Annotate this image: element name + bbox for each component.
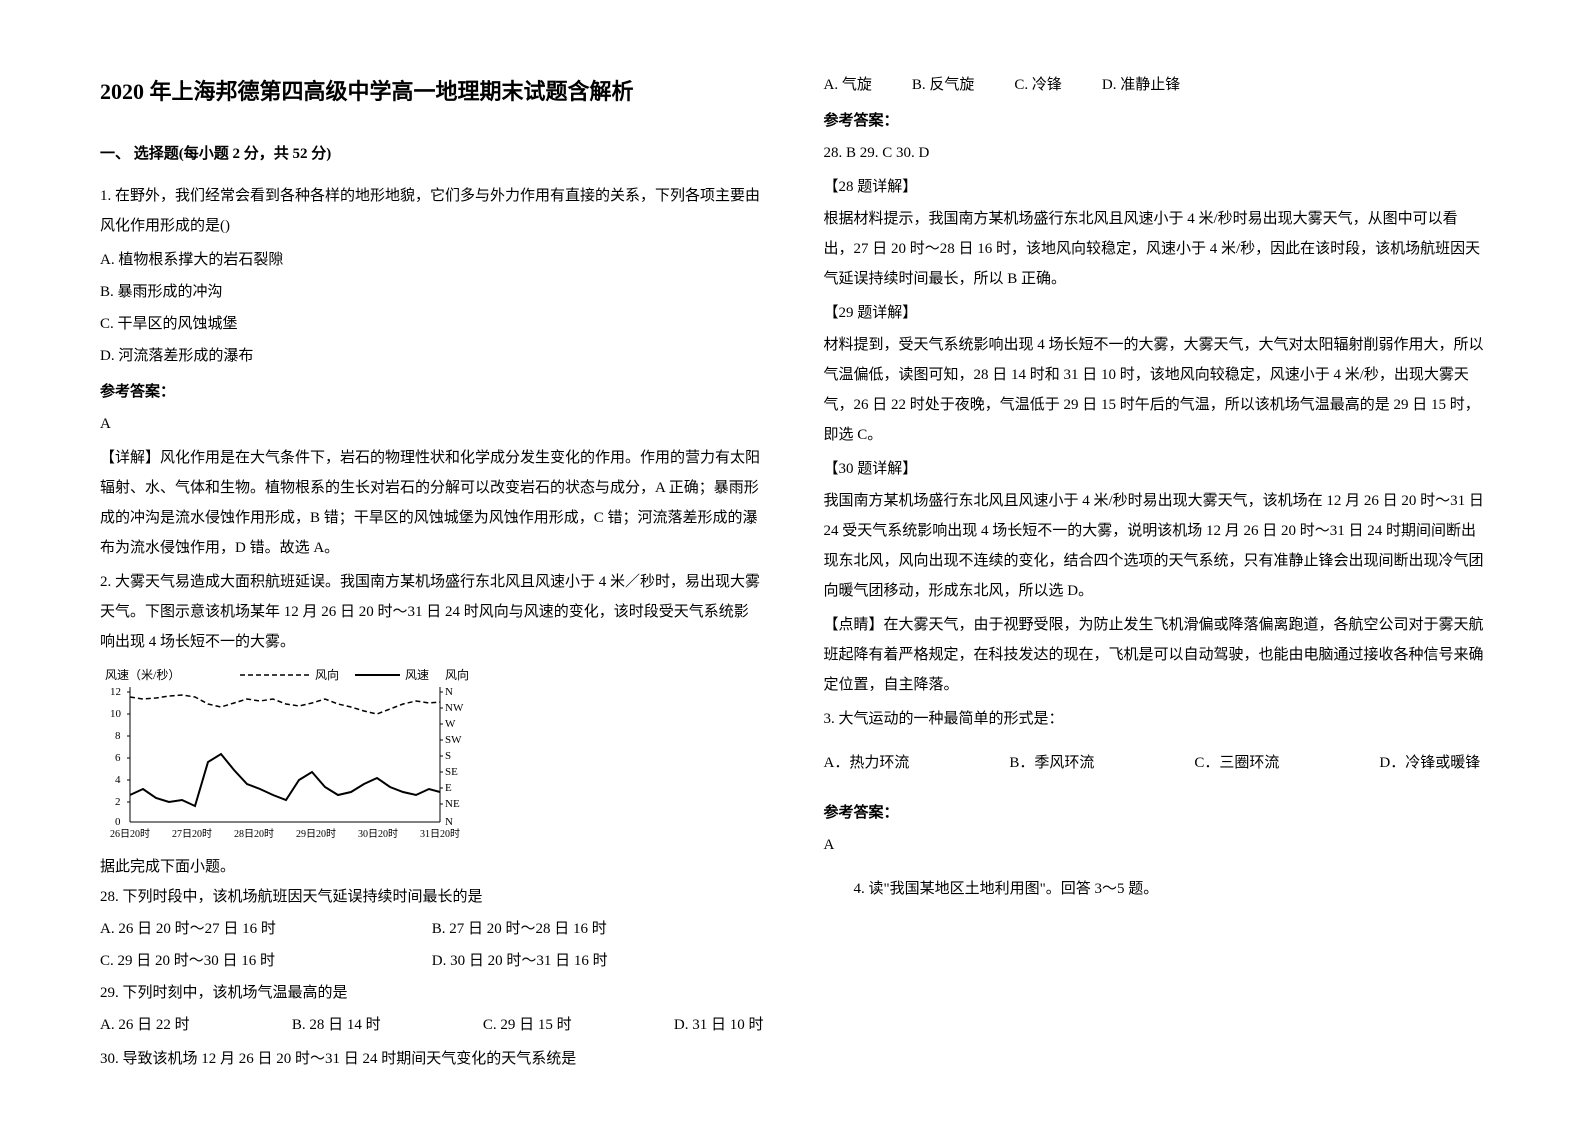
- y2-tick: N: [445, 816, 453, 828]
- wind-chart-svg: 风速（米/秒） 风向 风速 风向 12 10 8 6 4 2 0: [100, 667, 480, 842]
- q3-opt-b: B．季风环流: [1009, 748, 1094, 778]
- legend-windspeed: 风速: [405, 668, 429, 682]
- chart-ylabel: 风速（米/秒）: [105, 668, 180, 682]
- y1-tick: 10: [110, 708, 122, 720]
- y2-tick: NW: [445, 702, 464, 714]
- exam-title: 2020 年上海邦德第四高级中学高一地理期末试题含解析: [100, 70, 764, 114]
- tip-header: 【点睛】: [824, 617, 884, 633]
- q3-answer: A: [824, 830, 1488, 860]
- x-tick: 30日20时: [358, 828, 398, 840]
- y2-tick: SW: [445, 734, 462, 746]
- q29-opt-b: B. 28 日 14 时: [292, 1010, 381, 1040]
- exp28-header: 【28 题详解】: [824, 172, 1488, 202]
- q3-opt-a: A．热力环流: [824, 748, 910, 778]
- y2-tick: E: [445, 782, 452, 794]
- y2-tick: SE: [445, 766, 458, 778]
- y1-tick: 12: [110, 686, 121, 698]
- x-tick: 28日20时: [234, 828, 274, 840]
- section-header: 一、 选择题(每小题 2 分，共 52 分): [100, 139, 764, 169]
- q2-text: 2. 大雾天气易造成大面积航班延误。我国南方某机场盛行东北风且风速小于 4 米／…: [100, 567, 764, 657]
- q29-text: 29. 下列时刻中，该机场气温最高的是: [100, 978, 764, 1008]
- left-column: 2020 年上海邦德第四高级中学高一地理期末试题含解析 一、 选择题(每小题 2…: [100, 70, 764, 1052]
- q1-explanation: 【详解】风化作用是在大气条件下，岩石的物理性状和化学成分发生变化的作用。作用的营…: [100, 443, 764, 563]
- wind-chart: 风速（米/秒） 风向 风速 风向 12 10 8 6 4 2 0: [100, 667, 764, 842]
- exp29-header: 【29 题详解】: [824, 298, 1488, 328]
- exp30-header: 【30 题详解】: [824, 454, 1488, 484]
- y1-tick: 8: [115, 730, 121, 742]
- q30-opt-c: C. 冷锋: [1014, 70, 1062, 100]
- q1-answer-header: 参考答案：: [100, 377, 764, 407]
- q29-opt-d: D. 31 日 10 时: [674, 1010, 764, 1040]
- wind-speed-line: [130, 754, 440, 806]
- q30-opt-d: D. 准静止锋: [1102, 70, 1180, 100]
- q28-text: 28. 下列时段中，该机场航班因天气延误持续时间最长的是: [100, 882, 764, 912]
- q28-opt-a: A. 26 日 20 时～27 日 16 时: [100, 914, 432, 944]
- x-tick: 27日20时: [172, 828, 212, 840]
- y2-tick: W: [445, 718, 456, 730]
- chart-caption: 据此完成下面小题。: [100, 852, 764, 882]
- q1-opt-d: D. 河流落差形成的瀑布: [100, 341, 764, 371]
- exp30: 我国南方某机场盛行东北风且风速小于 4 米/秒时易出现大雾天气，该机场在 12 …: [824, 486, 1488, 606]
- legend-winddir: 风向: [315, 667, 339, 682]
- y1-tick: 4: [115, 774, 121, 786]
- x-tick: 31日20时: [420, 828, 460, 840]
- q29-opt-a: A. 26 日 22 时: [100, 1010, 190, 1040]
- q30-opt-a: A. 气旋: [824, 70, 872, 100]
- chart-y2label: 风向: [445, 667, 469, 682]
- q1-opt-a: A. 植物根系撑大的岩石裂隙: [100, 245, 764, 275]
- y1-tick: 6: [115, 752, 121, 764]
- q2-answers: 28. B 29. C 30. D: [824, 138, 1488, 168]
- q28-opt-b: B. 27 日 20 时～28 日 16 时: [432, 914, 764, 944]
- q1-answer: A: [100, 409, 764, 439]
- x-tick: 29日20时: [296, 828, 336, 840]
- q3-opt-c: C．三圈环流: [1194, 748, 1279, 778]
- q30-text: 30. 导致该机场 12 月 26 日 20 时～31 日 24 时期间天气变化…: [100, 1044, 764, 1074]
- y1-tick: 2: [115, 796, 121, 808]
- y2-tick: N: [445, 686, 453, 698]
- q28-opt-d: D. 30 日 20 时～31 日 16 时: [432, 946, 764, 976]
- wind-direction-line: [130, 695, 440, 714]
- q28-opt-c: C. 29 日 20 时～30 日 16 时: [100, 946, 432, 976]
- q1-opt-b: B. 暴雨形成的冲沟: [100, 277, 764, 307]
- y2-tick: NE: [445, 798, 460, 810]
- y2-tick: S: [445, 750, 451, 762]
- y1-tick: 0: [115, 816, 121, 828]
- q4-text: 4. 读"我国某地区土地利用图"。回答 3～5 题。: [824, 874, 1488, 904]
- q29-opt-c: C. 29 日 15 时: [483, 1010, 572, 1040]
- q1-text: 1. 在野外，我们经常会看到各种各样的地形地貌，它们多与外力作用有直接的关系，下…: [100, 181, 764, 241]
- q3-opt-d: D．冷锋或暖锋: [1379, 748, 1480, 778]
- x-tick: 26日20时: [110, 828, 150, 840]
- q30-opt-b: B. 反气旋: [912, 70, 975, 100]
- q3-answer-header: 参考答案：: [824, 798, 1488, 828]
- q3-text: 3. 大气运动的一种最简单的形式是：: [824, 704, 1488, 734]
- q1-opt-c: C. 干旱区的风蚀城堡: [100, 309, 764, 339]
- tip: 【点睛】在大雾天气，由于视野受限，为防止发生飞机滑偏或降落偏离跑道，各航空公司对…: [824, 610, 1488, 700]
- exp28: 根据材料提示，我国南方某机场盛行东北风且风速小于 4 米/秒时易出现大雾天气，从…: [824, 204, 1488, 294]
- exp29: 材料提到，受天气系统影响出现 4 场长短不一的大雾，大雾天气，大气对太阳辐射削弱…: [824, 330, 1488, 450]
- right-column: A. 气旋 B. 反气旋 C. 冷锋 D. 准静止锋 参考答案： 28. B 2…: [824, 70, 1488, 1052]
- q2-answer-header: 参考答案：: [824, 106, 1488, 136]
